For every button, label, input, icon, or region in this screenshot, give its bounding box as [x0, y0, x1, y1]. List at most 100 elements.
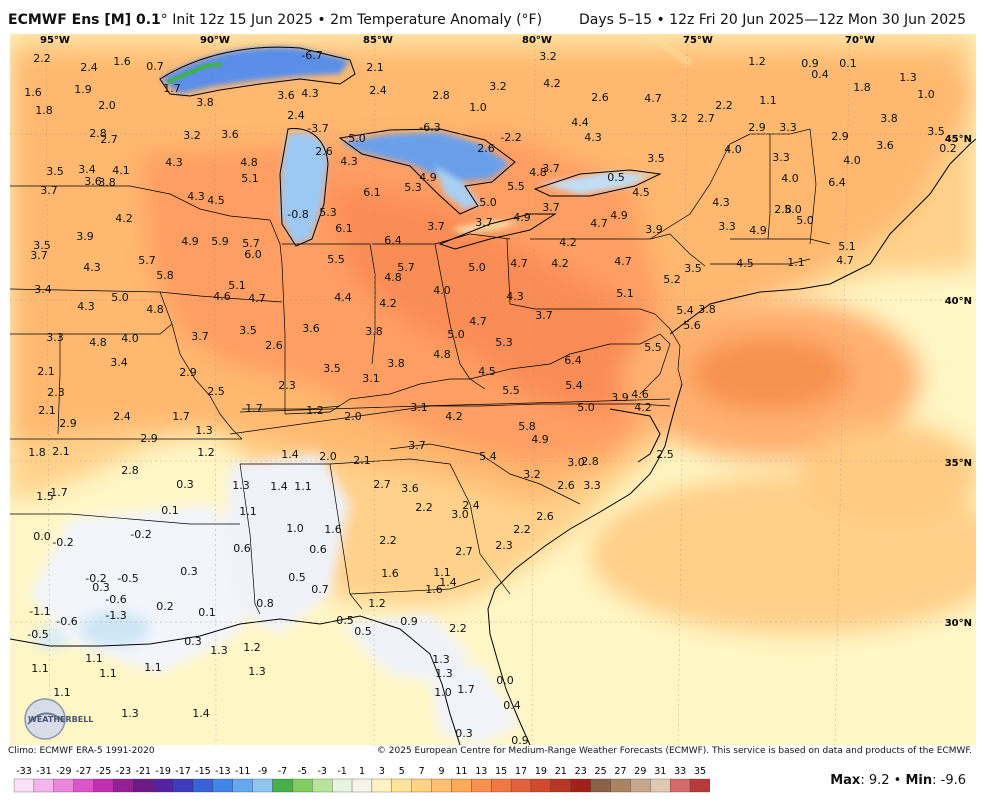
legend-swatch: [451, 778, 472, 793]
anomaly-value-label: 0.6: [233, 542, 251, 555]
anomaly-value-label: 1.1: [85, 652, 103, 665]
legend-tick: 31: [654, 766, 666, 777]
anomaly-value-label: 2.4: [80, 61, 98, 74]
anomaly-value-label: 3.9: [611, 391, 629, 404]
legend-swatch: [73, 778, 94, 793]
anomaly-value-label: 4.5: [736, 257, 754, 270]
anomaly-value-label: 1.9: [74, 83, 92, 96]
anomaly-value-label: 3.9: [76, 230, 94, 243]
anomaly-value-label: 4.2: [445, 410, 463, 423]
color-scale-legend: -33 -31 -29 -27 -25 -23 -21 -19 -17 -15 -13 -11 -9 -7…: [13, 766, 710, 793]
anomaly-value-label: 4.5: [207, 194, 225, 207]
legend-swatch: [212, 778, 233, 793]
anomaly-value-label: 3.5: [684, 262, 702, 275]
legend-tick: -21: [136, 766, 152, 777]
anomaly-value-label: 3.5: [33, 239, 51, 252]
anomaly-value-label: 4.9: [513, 211, 531, 224]
anomaly-value-label: 5.1: [228, 279, 246, 292]
anomaly-value-label: 1.3: [121, 707, 139, 720]
anomaly-value-label: 4.7: [644, 92, 662, 105]
anomaly-value-label: 3.8: [98, 176, 116, 189]
coastlines: [10, 46, 976, 745]
legend-tick: 7: [419, 766, 425, 777]
meridian-70: [834, 34, 851, 745]
anomaly-value-label: 3.7: [542, 201, 560, 214]
anomaly-value-label: 3.6: [401, 482, 419, 495]
border-mn-ia: [10, 185, 271, 221]
lake-huron-shore: [338, 128, 516, 215]
anomaly-value-label: 0.3: [184, 635, 202, 648]
anomaly-value-label: 4.8: [89, 336, 107, 349]
anomaly-value-label: 0.0: [33, 530, 51, 543]
anomaly-value-label: 2.4: [369, 84, 387, 97]
legend-swatch: [13, 778, 35, 793]
anomaly-value-label: 2.5: [656, 448, 674, 461]
anomaly-value-label: 2.2: [513, 523, 531, 536]
graticule: [10, 34, 976, 745]
border-ar-la: [10, 513, 240, 525]
legend-tick: -7: [278, 766, 287, 777]
anomaly-value-label: 1.8: [853, 81, 871, 94]
anomaly-value-label: 3.2: [183, 129, 201, 142]
legend-swatch: [471, 778, 492, 793]
anomaly-value-label: 2.8: [121, 464, 139, 477]
legend-tick: 25: [595, 766, 607, 777]
legend-tick: 15: [495, 766, 507, 777]
border-ga-fl: [349, 578, 481, 595]
legend-swatch: [670, 778, 691, 793]
legend-tick: 11: [455, 766, 467, 777]
anomaly-value-label: 2.2: [449, 622, 467, 635]
lake-erie-shore: [438, 213, 557, 250]
model-name: ECMWF Ens [M] 0.1: [8, 12, 161, 28]
anomaly-value-label: 1.5: [36, 490, 54, 503]
legend-tick: -33: [16, 766, 32, 777]
latitude-labels: 45°N 40°N 35°N 30°N: [945, 134, 972, 629]
anomaly-value-label: 2.3: [278, 379, 296, 392]
max-value: 9.2: [868, 773, 890, 788]
anomaly-value-label: 1.4: [270, 480, 288, 493]
chart-title: ECMWF Ens [M] 0.1° Init 12z 15 Jun 2025 …: [8, 12, 542, 28]
anomaly-value-label: 0.2: [156, 600, 174, 613]
anomaly-value-label: 3.8: [387, 357, 405, 370]
anomaly-value-label: 5.0: [784, 203, 802, 216]
anomaly-value-label: 1.2: [197, 446, 215, 459]
legend-swatch: [232, 778, 253, 793]
anomaly-value-label: 1.2: [368, 597, 386, 610]
anomaly-value-label: 2.0: [98, 99, 116, 112]
legend-tick: 1: [359, 766, 365, 777]
anomaly-value-label: 5.0: [468, 261, 486, 274]
anomaly-value-label: 0.9: [400, 615, 418, 628]
anomaly-value-label: 0.1: [198, 606, 216, 619]
anomaly-value-label: 6.0: [244, 248, 262, 261]
anomaly-value-label: 3.4: [110, 356, 128, 369]
anomaly-value-label: 1.0: [469, 101, 487, 114]
legend-swatch: [550, 778, 571, 793]
anomaly-value-label: 1.3: [210, 644, 228, 657]
legend-tick: 3: [379, 766, 385, 777]
climo-credit: Climo: ECMWF ERA-5 1991-2020: [8, 746, 155, 756]
border-ms-la: [239, 463, 261, 615]
anomaly-value-label: 0.3: [176, 478, 194, 491]
anomaly-value-label: 3.6: [876, 139, 894, 152]
anomaly-value-label: 1.0: [917, 88, 935, 101]
anomaly-value-label: 2.8: [774, 203, 792, 216]
legend-tick: -9: [258, 766, 267, 777]
anomaly-value-label: 6.1: [363, 186, 381, 199]
legend-swatch: [491, 778, 512, 793]
legend-tick: -13: [215, 766, 231, 777]
anomaly-value-label: 3.7: [30, 249, 48, 262]
anomaly-value-label: 1.1: [433, 566, 451, 579]
anomaly-value-label: 3.2: [523, 468, 541, 481]
legend-tick: 21: [555, 766, 567, 777]
anomaly-value-label: 2.3: [47, 386, 65, 399]
anomaly-value-label: 6.4: [828, 176, 846, 189]
border-tn-ga: [229, 403, 671, 435]
anomaly-value-label: 5.7: [397, 261, 415, 274]
anomaly-value-label: 2.1: [52, 445, 70, 458]
title-separator: •: [317, 12, 326, 28]
legend-tick: 29: [634, 766, 646, 777]
legend-tick: -31: [36, 766, 52, 777]
longitude-label: 90°W: [200, 35, 230, 46]
anomaly-value-label: -0.2: [130, 528, 151, 541]
meridian-75: [677, 34, 689, 745]
